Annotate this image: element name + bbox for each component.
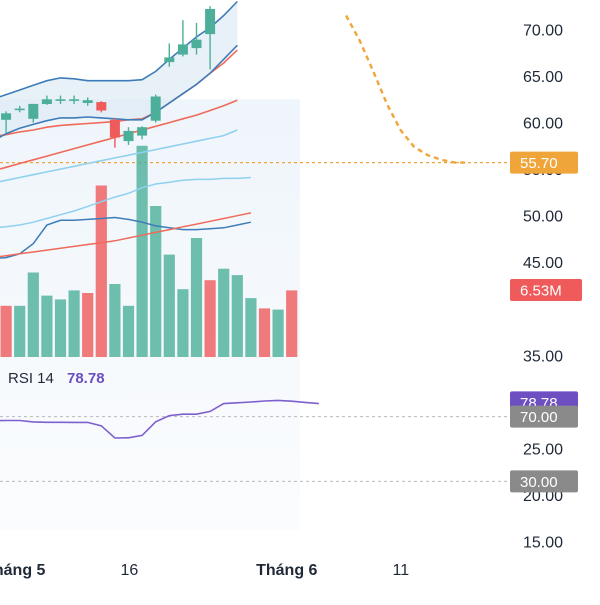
time-label-16: 16 (121, 562, 139, 579)
lower-ma-short-line (0, 176, 251, 229)
candle-body (123, 130, 134, 142)
candle-body (1, 113, 12, 120)
volume-bar (231, 275, 243, 357)
volume-bar (82, 293, 94, 357)
candle-body (28, 103, 39, 119)
volume-bar (177, 289, 189, 357)
volume-bar (0, 305, 12, 357)
price-tick-15: 15.00 (523, 535, 563, 552)
volume-badge-bg (510, 279, 582, 301)
volume-bar (14, 305, 26, 357)
rsi-oversold-text: 30.00 (520, 474, 558, 491)
rsi-line (0, 399, 319, 439)
volume-text: 6.53M (520, 283, 562, 300)
candle-body (205, 9, 216, 35)
price-tick-65: 65.00 (523, 69, 563, 86)
last-price-badge: 55.70 (510, 151, 578, 174)
volume-bar (68, 290, 80, 357)
time-label-11: 11 (393, 562, 410, 579)
volume-bar (27, 272, 39, 357)
time-label-thang-5: Tháng 5 (0, 562, 46, 579)
time-label-thang-6: Tháng 6 (256, 562, 317, 579)
candle-body (96, 102, 107, 111)
rsi-oversold-badge-bg (510, 470, 578, 493)
candle-body (14, 108, 25, 111)
rsi-legend: RSI 14 78.78 (8, 370, 105, 387)
lower-ma-line (0, 212, 252, 258)
price-tick-70: 70.00 (523, 23, 563, 40)
candle-body (55, 99, 66, 101)
volume-bar (245, 298, 257, 357)
candle-body (69, 99, 80, 101)
candle-body (191, 39, 202, 49)
volume-bar (109, 284, 121, 357)
price-tick-60: 60.00 (523, 116, 563, 133)
volume-bar (54, 299, 67, 357)
price-tick-45: 45.00 (523, 255, 563, 272)
volume-bar (163, 254, 175, 357)
rsi-legend-label: RSI 14 (8, 370, 54, 387)
candle-body (150, 96, 161, 121)
rsi-overbought-badge-bg (510, 405, 578, 428)
candle-body (82, 100, 93, 103)
volume-bar (272, 309, 284, 357)
volume-bar (218, 268, 230, 357)
last-price-text: 55.70 (520, 155, 558, 172)
price-tick-50: 50.00 (523, 209, 563, 226)
volume-bar (204, 280, 216, 357)
candle-body (164, 57, 175, 63)
volume-badge: 6.53M (510, 279, 582, 301)
candle-body (41, 99, 52, 104)
price-tick-25: 25.00 (523, 441, 563, 458)
price-projection-line (345, 14, 469, 164)
rsi-legend-value: 78.78 (67, 370, 105, 387)
volume-bar (190, 238, 203, 357)
volume-bar (286, 290, 298, 357)
volume-bar (95, 185, 107, 357)
volume-bar (150, 206, 162, 357)
rsi-overbought-badge: 70.00 (510, 405, 578, 428)
candle-body (177, 44, 188, 55)
last-price-badge-bg (510, 151, 578, 174)
candle-body (109, 119, 120, 138)
rsi-overbought-text: 70.00 (520, 409, 558, 426)
rsi-oversold-badge: 30.00 (510, 470, 578, 493)
volume-bar (136, 145, 148, 357)
ma-short-line (0, 129, 238, 183)
candle-body (137, 127, 148, 136)
lower-band-line (0, 216, 252, 259)
volume-bar (122, 305, 135, 357)
volume-bar (41, 295, 53, 357)
volume-bar (258, 308, 271, 357)
price-tick-35: 35.00 (523, 348, 563, 365)
